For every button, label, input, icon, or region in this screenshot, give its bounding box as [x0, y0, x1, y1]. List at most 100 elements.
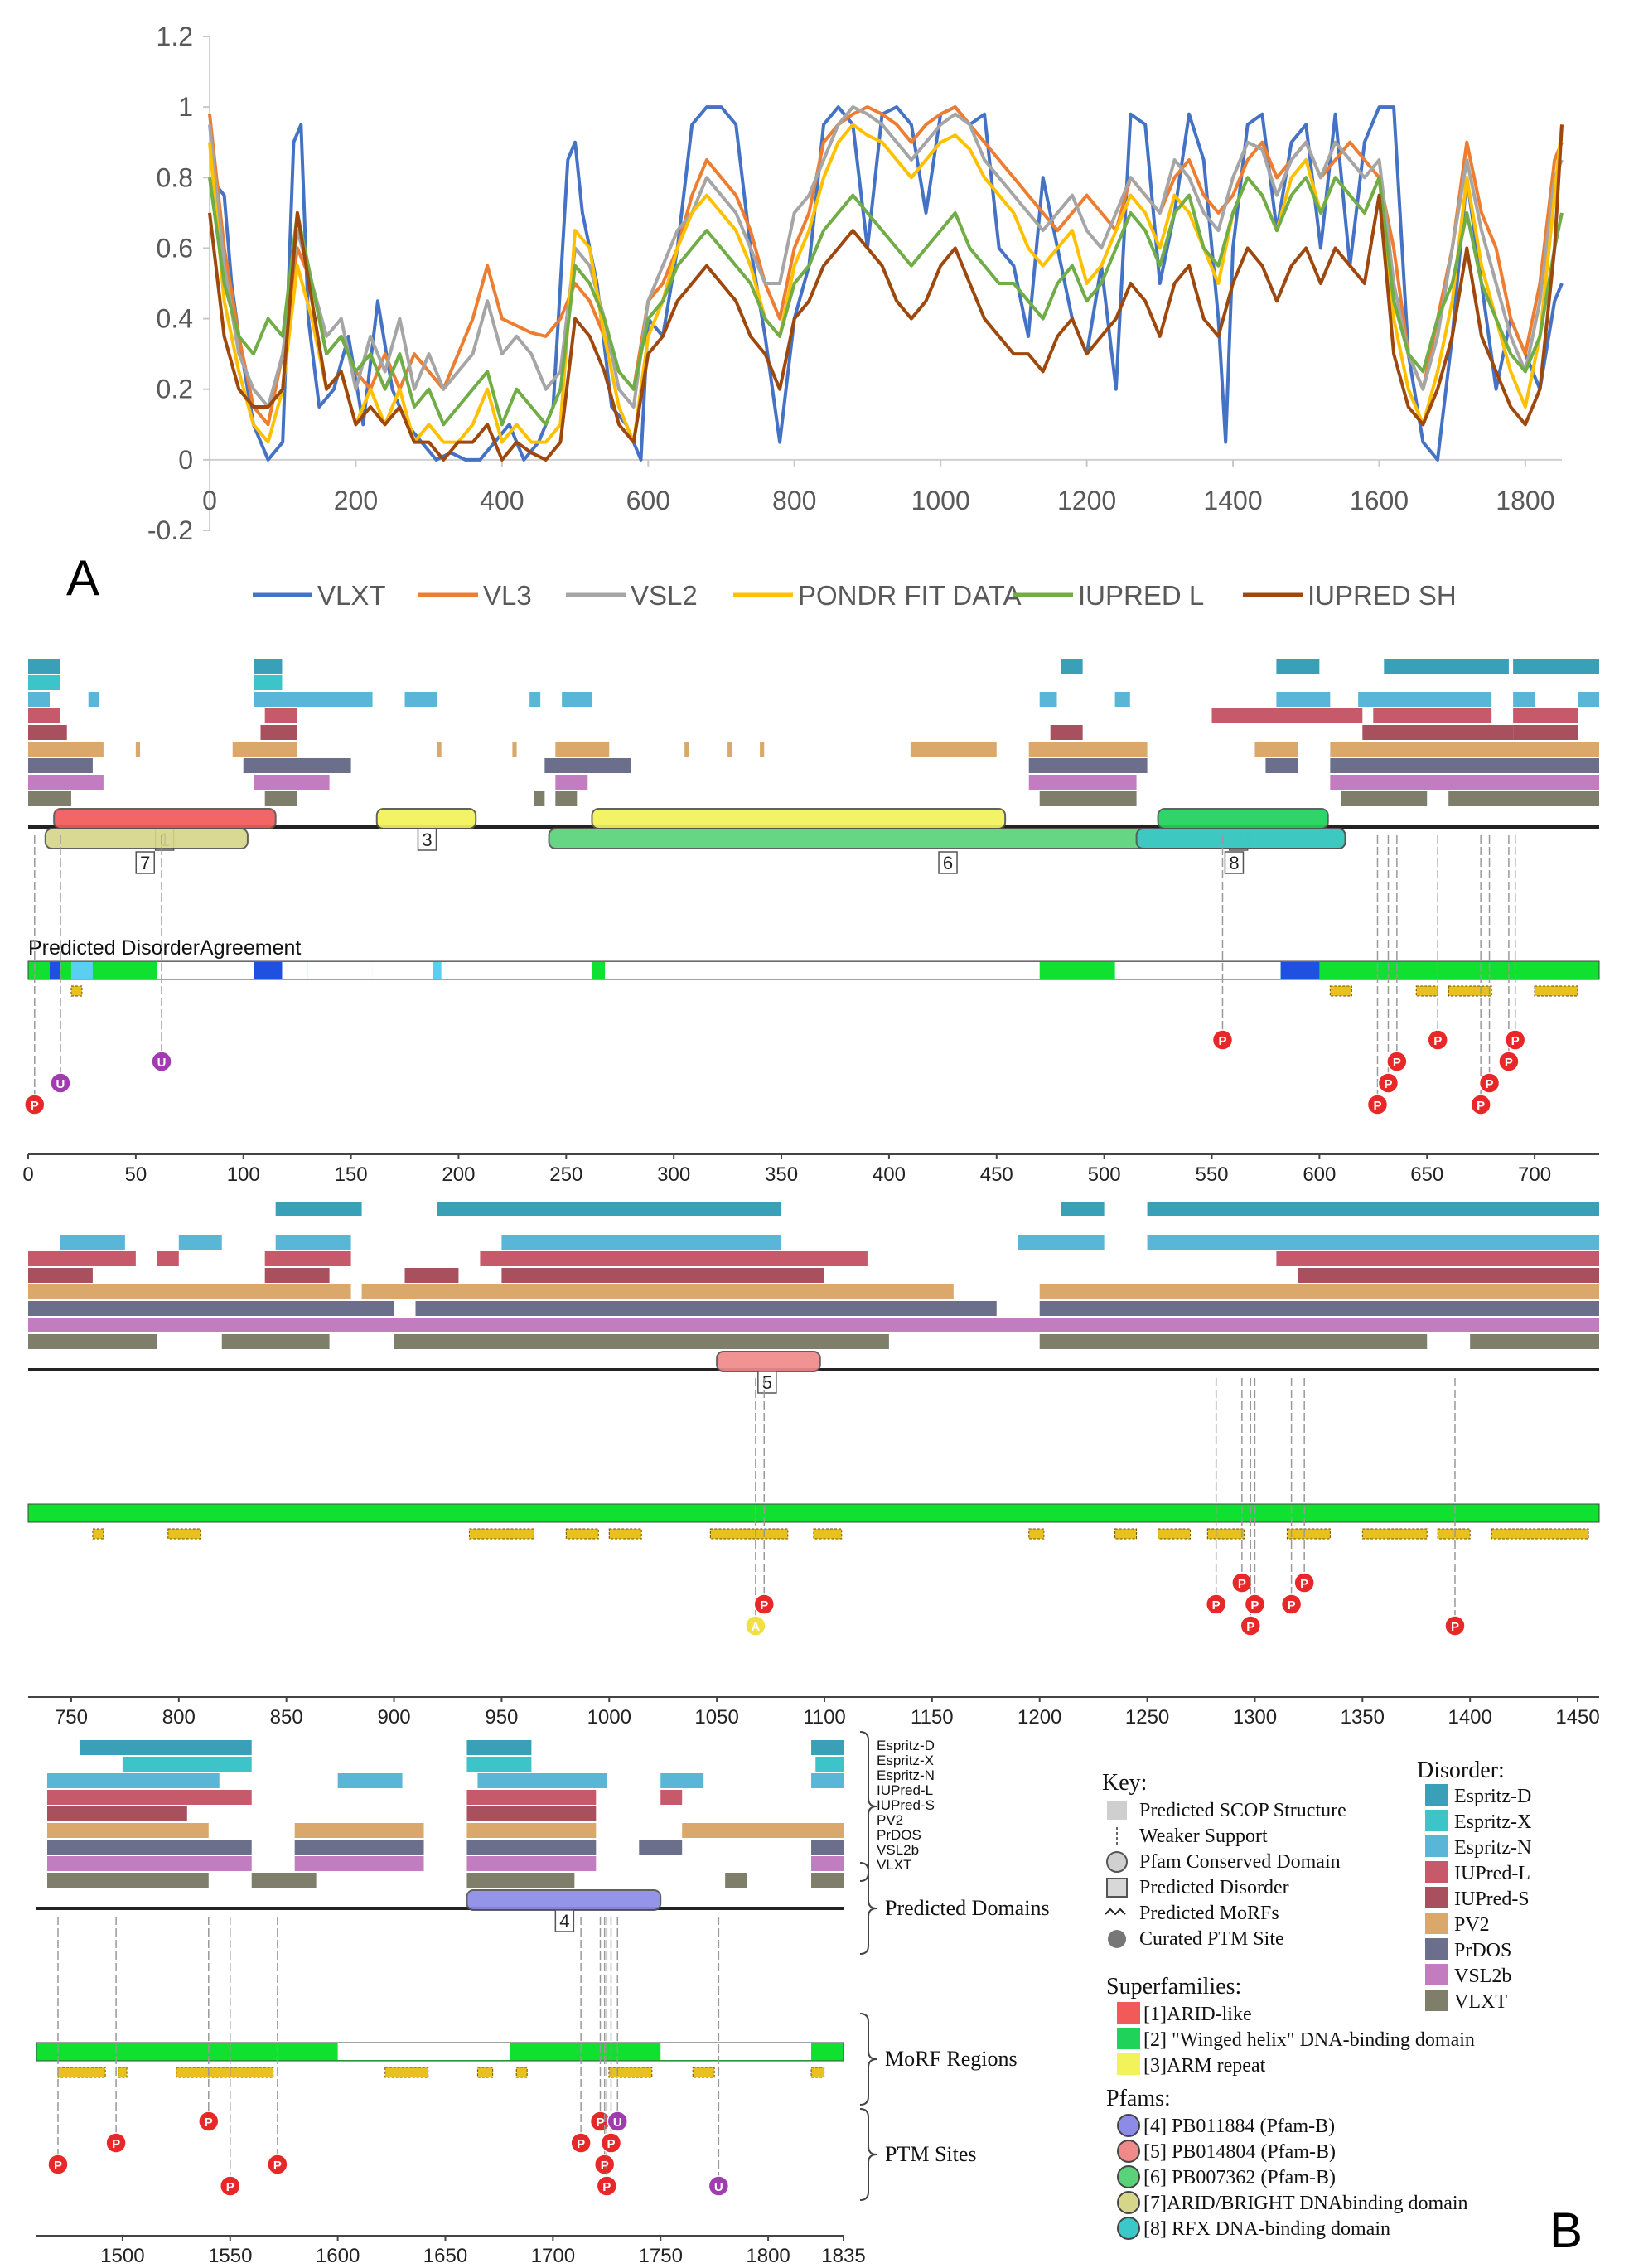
- ptm-site-label: P: [760, 1598, 768, 1613]
- disorder-segment: [122, 1757, 252, 1772]
- y-tick-label: 0: [178, 445, 193, 475]
- domain-label-box: [1224, 851, 1245, 874]
- domain-label-box: [757, 1371, 777, 1394]
- y-tick-label: 0.8: [157, 162, 193, 192]
- key-title: Key:: [1102, 1770, 1147, 1796]
- ptm-site-label: P: [1212, 1598, 1221, 1613]
- disorder-segment: [46, 1823, 209, 1838]
- disorder-segment: [404, 692, 437, 707]
- ptm-site-U: [50, 1072, 71, 1094]
- disorder-segment: [811, 1840, 844, 1855]
- key-item-label: Predicted Disorder: [1139, 1877, 1289, 1898]
- disorder-segment: [251, 1873, 317, 1888]
- disorder-segment: [555, 742, 610, 757]
- ptm-site-P: [105, 2132, 127, 2154]
- agreement-patch: [372, 962, 592, 979]
- x-tick-label: 1200: [1057, 486, 1116, 515]
- position-tick-label: 1400: [1448, 1706, 1491, 1729]
- disorder-segment: [1039, 692, 1057, 707]
- disorder-segment: [46, 1773, 220, 1788]
- morf-region: [515, 2067, 528, 2078]
- track-label: VSL2b: [877, 1842, 919, 1858]
- disorder-segment: [28, 1268, 93, 1283]
- domain-box: [44, 828, 249, 849]
- disorder-segment: [1448, 791, 1599, 806]
- disorder-segment: [1330, 742, 1599, 757]
- ptm-site-label: P: [607, 2137, 615, 2151]
- position-tick-label: 1600: [316, 2245, 360, 2267]
- disorder-segment: [1254, 742, 1298, 757]
- disorder-legend-title: Disorder:: [1417, 1758, 1505, 1783]
- disorder-segment: [1373, 708, 1492, 723]
- disorder-segment: [415, 1301, 997, 1316]
- disorder-segment: [79, 1740, 252, 1755]
- disorder-segment: [466, 1823, 597, 1838]
- disorder-segment: [1578, 692, 1599, 707]
- morf-region: [1158, 1528, 1192, 1540]
- disorder-segment: [1039, 1301, 1599, 1316]
- position-tick-label: 1835: [821, 2245, 865, 2267]
- disorder-legend-label: Espritz-X: [1454, 1811, 1531, 1833]
- track-label: Espritz-D: [877, 1738, 935, 1753]
- disorder-legend-label: PV2: [1454, 1914, 1490, 1936]
- disorder-segment: [1147, 1202, 1599, 1216]
- ptm-site-P: [1205, 1593, 1227, 1615]
- superfamilies-title: Superfamilies:: [1106, 1974, 1241, 2000]
- disorder-segment: [294, 1823, 424, 1838]
- ptm-site-P: [1280, 1593, 1303, 1615]
- ptm-site-P: [1470, 1094, 1491, 1115]
- ptm-site-P: [1211, 1029, 1234, 1051]
- disorder-segment: [437, 742, 442, 757]
- agreement-patch: [337, 2043, 510, 2060]
- disorder-segment: [28, 725, 67, 740]
- legend-label: IUPRED SH: [1308, 580, 1457, 611]
- x-tick-label: 600: [626, 486, 670, 515]
- ptm-site-label: U: [714, 2180, 723, 2194]
- disorder-segment: [544, 758, 631, 773]
- disorder-segment: [28, 791, 71, 806]
- agreement-patch: [254, 962, 283, 979]
- disorder-segment: [466, 1740, 532, 1755]
- disorder-segment: [480, 1251, 868, 1266]
- ptm-site-label: P: [112, 2137, 120, 2151]
- disorder-segment: [1513, 659, 1599, 674]
- ptm-site-label: P: [31, 1099, 39, 1113]
- y-tick-label: 1.2: [157, 22, 193, 51]
- disorder-segment: [466, 1757, 532, 1772]
- ptm-site-P: [47, 2154, 69, 2175]
- domain-box: [466, 1889, 662, 1911]
- pfam-label: [8] RFX DNA-binding domain: [1143, 2218, 1390, 2240]
- morf-region: [70, 985, 83, 997]
- section-brace: [859, 1862, 877, 1955]
- morf-region: [92, 1528, 104, 1540]
- ptm-site-P: [267, 2154, 288, 2175]
- disorder-segment: [243, 758, 351, 773]
- superfamily-label: [1]ARID-like: [1143, 2004, 1252, 2025]
- legend-label: VL3: [483, 580, 532, 611]
- x-tick-label: 400: [480, 486, 524, 515]
- morf-region: [1028, 1528, 1045, 1540]
- disorder-segment: [46, 1790, 252, 1805]
- pfam-label: [6] PB007362 (Pfam-B): [1143, 2167, 1336, 2188]
- pfam-swatch: [1117, 2217, 1140, 2240]
- domain-box: [1157, 808, 1329, 829]
- disorder-legend-swatch: [1425, 1938, 1448, 1960]
- x-tick-label: 200: [334, 486, 378, 515]
- disorder-segment: [639, 1840, 683, 1855]
- disorder-segment: [660, 1773, 704, 1788]
- disorder-segment: [1028, 758, 1148, 773]
- disorder-segment: [135, 742, 141, 757]
- disorder-legend-label: PrDOS: [1454, 1940, 1511, 1961]
- agreement-patch: [49, 962, 60, 979]
- disorder-segment: [28, 675, 60, 690]
- disorder-legend-label: Espritz-D: [1454, 1786, 1531, 1807]
- superfamily-label: [3]ARM repeat: [1143, 2055, 1266, 2077]
- ptm-site-label: P: [1393, 1056, 1401, 1070]
- ptm-site-P: [596, 2175, 618, 2197]
- agreement-patch: [157, 962, 308, 979]
- legend-label: VSL2: [631, 580, 698, 611]
- domain-label: 5: [762, 1372, 772, 1393]
- disorder-segment: [1330, 758, 1599, 773]
